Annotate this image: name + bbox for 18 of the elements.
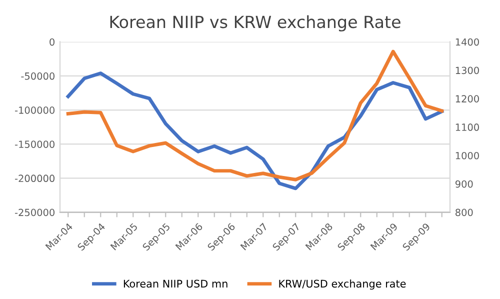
y-tick-label: -250000 — [14, 208, 54, 216]
legend-label: KRW/USD exchange rate — [279, 280, 406, 290]
y-tick-label: -50000 — [21, 72, 54, 80]
legend-label: Korean NIIP USD mn — [124, 280, 228, 288]
y2-tick-label: 900 — [455, 180, 473, 188]
y2-tick-label: 1300 — [456, 66, 479, 74]
line-series — [66, 71, 444, 190]
y-tick-label: -150000 — [14, 140, 54, 148]
y-tick-label: -100000 — [14, 106, 54, 114]
y2-tick-label: 1100 — [456, 124, 479, 131]
y-tick-label: -200000 — [14, 174, 54, 182]
line-series — [66, 50, 444, 182]
y2-tick-label: 1200 — [456, 95, 479, 102]
y2-tick-label: 800 — [456, 208, 473, 216]
y-tick-label: 0 — [50, 38, 54, 46]
y2-tick-label: 1000 — [456, 152, 479, 160]
y2-tick-label: 1400 — [456, 38, 479, 46]
chart-title: Korean NIIP vs KRW exchange Rate — [110, 15, 400, 32]
